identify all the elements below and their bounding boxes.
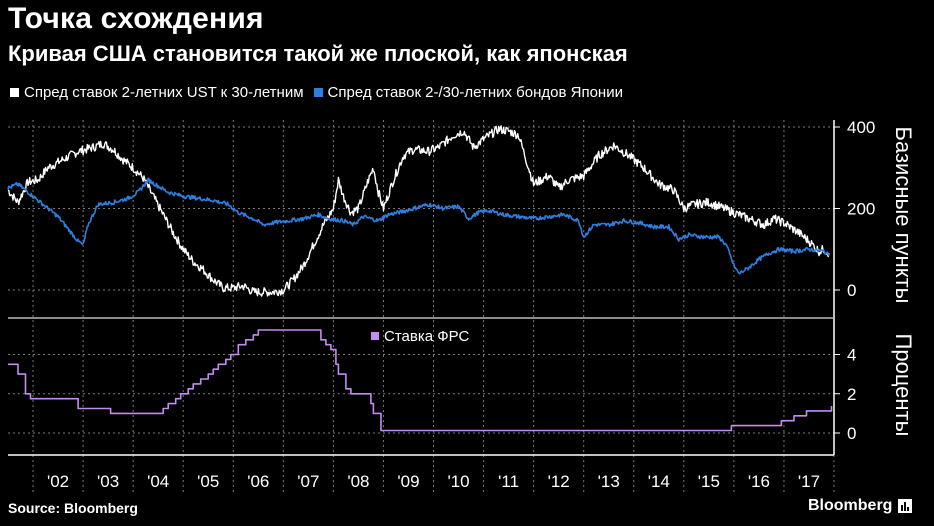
brand-logo: Bloomberg — [808, 497, 913, 515]
x-tick-label: '03 — [97, 472, 119, 491]
x-tick-label: '12 — [548, 472, 570, 491]
legend-label-jp: Спред ставок 2-/30-летних бондов Японии — [327, 84, 623, 101]
x-tick-label: '16 — [748, 472, 770, 491]
x-tick-label: '14 — [648, 472, 670, 491]
source-note: Source: Bloomberg — [8, 500, 138, 516]
y-tick-label-top: 400 — [847, 118, 875, 137]
legend-swatch-jp — [313, 88, 323, 97]
x-tick-label: '07 — [297, 472, 319, 491]
x-tick-label: '06 — [247, 472, 269, 491]
legend-item-jp: Спред ставок 2-/30-летних бондов Японии — [313, 84, 623, 101]
x-tick-label: '17 — [798, 472, 820, 491]
legend-item-us: Спред ставок 2-летних UST к 30-летним — [10, 84, 304, 101]
y-tick-label-bottom: 0 — [847, 424, 856, 443]
y-tick-label-bottom: 2 — [847, 385, 856, 404]
x-tick-label: '10 — [447, 472, 469, 491]
legend-label-us: Спред ставок 2-летних UST к 30-летним — [24, 84, 304, 101]
x-tick-label: '05 — [197, 472, 219, 491]
y-tick-label-top: 0 — [847, 281, 856, 300]
brand-name: Bloomberg — [808, 497, 893, 514]
legend-label-fed: Ставка ФРС — [384, 328, 469, 345]
x-tick-label: '11 — [498, 472, 519, 491]
legend-swatch-us — [10, 88, 19, 97]
bloomberg-chart-icon — [898, 499, 913, 513]
chart-subtitle: Кривая США становится такой же плоской, … — [8, 41, 628, 66]
x-tick-label: '13 — [598, 472, 620, 491]
legend: Спред ставок 2-летних UST к 30-летним Сп… — [10, 84, 633, 101]
series-line-us-spread — [7, 125, 830, 297]
x-tick-label: '15 — [698, 472, 720, 491]
series-line-japan-spread — [7, 177, 830, 275]
y-tick-label-bottom: 4 — [847, 346, 856, 365]
series-line-fed-rate — [8, 329, 833, 432]
x-tick-label: '02 — [47, 472, 69, 491]
legend-swatch-fed — [371, 332, 379, 340]
x-tick-label: '08 — [347, 472, 369, 491]
chart-title: Точка схождения — [8, 2, 264, 35]
x-tick-label: '04 — [147, 472, 169, 491]
legend-item-fed: Ставка ФРС — [371, 328, 469, 345]
y-axis-label-bottom: Проценты — [891, 334, 916, 437]
x-tick-label: '09 — [397, 472, 419, 491]
y-tick-label-top: 200 — [847, 200, 875, 219]
y-axis-label-top: Базисные пункты — [891, 127, 916, 304]
